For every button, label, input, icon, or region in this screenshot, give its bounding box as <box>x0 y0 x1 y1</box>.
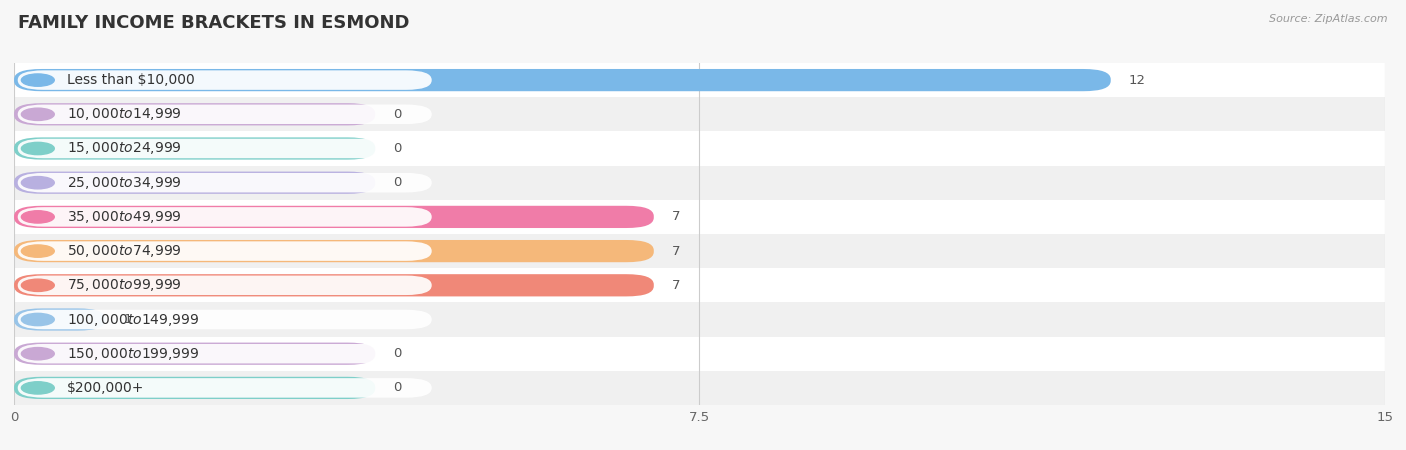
Circle shape <box>21 313 55 326</box>
FancyBboxPatch shape <box>18 275 432 295</box>
Text: $150,000 to $199,999: $150,000 to $199,999 <box>67 346 200 362</box>
Text: 12: 12 <box>1129 74 1146 86</box>
Bar <box>14 302 1385 337</box>
Text: Source: ZipAtlas.com: Source: ZipAtlas.com <box>1270 14 1388 23</box>
Circle shape <box>21 74 55 86</box>
FancyBboxPatch shape <box>14 69 1111 91</box>
FancyBboxPatch shape <box>18 104 432 124</box>
FancyBboxPatch shape <box>18 70 432 90</box>
Text: $100,000 to $149,999: $100,000 to $149,999 <box>67 311 200 328</box>
Circle shape <box>21 279 55 292</box>
FancyBboxPatch shape <box>14 342 375 365</box>
Text: $15,000 to $24,999: $15,000 to $24,999 <box>67 140 181 157</box>
FancyBboxPatch shape <box>18 344 432 364</box>
Circle shape <box>21 245 55 257</box>
Bar <box>14 97 1385 131</box>
Text: $75,000 to $99,999: $75,000 to $99,999 <box>67 277 181 293</box>
Circle shape <box>21 176 55 189</box>
Circle shape <box>21 382 55 394</box>
Bar <box>14 63 1385 97</box>
FancyBboxPatch shape <box>14 206 654 228</box>
Circle shape <box>21 211 55 223</box>
Bar <box>14 166 1385 200</box>
Text: 0: 0 <box>394 347 402 360</box>
Text: $25,000 to $34,999: $25,000 to $34,999 <box>67 175 181 191</box>
FancyBboxPatch shape <box>18 139 432 158</box>
Text: $50,000 to $74,999: $50,000 to $74,999 <box>67 243 181 259</box>
FancyBboxPatch shape <box>18 241 432 261</box>
Bar <box>14 200 1385 234</box>
Bar <box>14 131 1385 166</box>
Text: Less than $10,000: Less than $10,000 <box>67 73 195 87</box>
FancyBboxPatch shape <box>18 173 432 193</box>
FancyBboxPatch shape <box>18 310 432 329</box>
FancyBboxPatch shape <box>14 308 105 331</box>
Text: 7: 7 <box>672 279 681 292</box>
Text: 7: 7 <box>672 211 681 223</box>
Bar <box>14 234 1385 268</box>
Text: 0: 0 <box>394 382 402 394</box>
Text: $35,000 to $49,999: $35,000 to $49,999 <box>67 209 181 225</box>
Bar <box>14 371 1385 405</box>
Bar <box>14 268 1385 302</box>
Text: 0: 0 <box>394 142 402 155</box>
Text: $200,000+: $200,000+ <box>67 381 145 395</box>
FancyBboxPatch shape <box>14 377 375 399</box>
FancyBboxPatch shape <box>14 274 654 297</box>
FancyBboxPatch shape <box>14 240 654 262</box>
Text: 0: 0 <box>394 176 402 189</box>
Circle shape <box>21 347 55 360</box>
Circle shape <box>21 142 55 155</box>
FancyBboxPatch shape <box>18 207 432 227</box>
Text: 7: 7 <box>672 245 681 257</box>
FancyBboxPatch shape <box>14 137 375 160</box>
Circle shape <box>21 108 55 121</box>
Bar <box>14 337 1385 371</box>
Text: $10,000 to $14,999: $10,000 to $14,999 <box>67 106 181 122</box>
FancyBboxPatch shape <box>14 171 375 194</box>
Text: 1: 1 <box>124 313 132 326</box>
FancyBboxPatch shape <box>18 378 432 398</box>
FancyBboxPatch shape <box>14 103 375 126</box>
Text: FAMILY INCOME BRACKETS IN ESMOND: FAMILY INCOME BRACKETS IN ESMOND <box>18 14 409 32</box>
Text: 0: 0 <box>394 108 402 121</box>
